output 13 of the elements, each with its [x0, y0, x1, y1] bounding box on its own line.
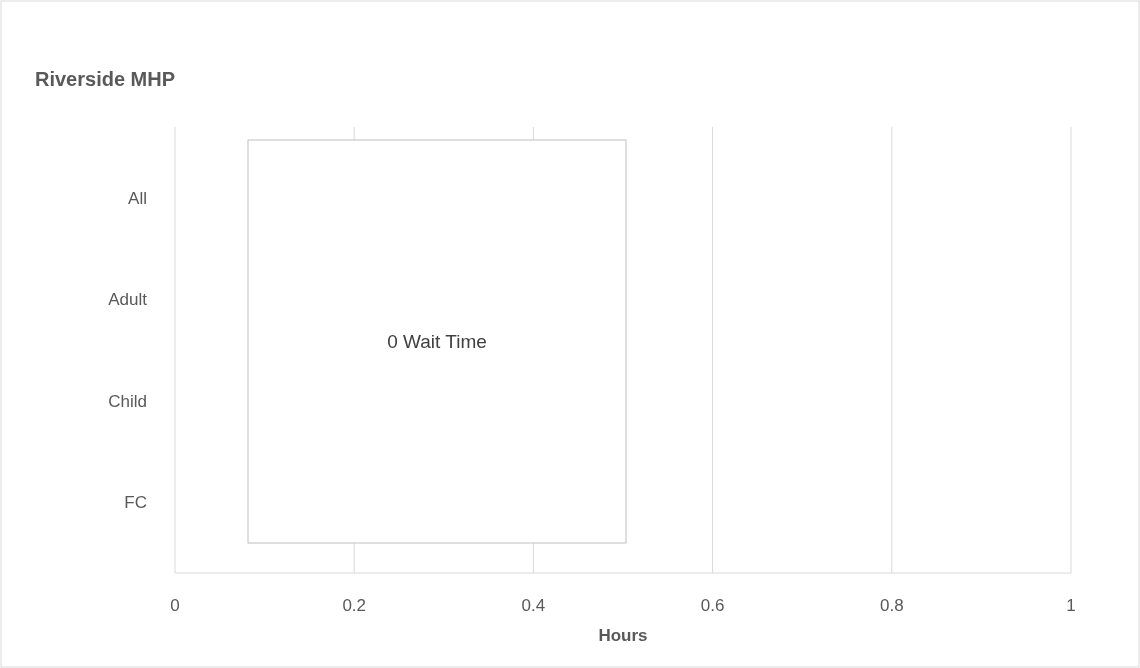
y-tick-label: Child	[108, 391, 147, 411]
x-tick-label: 1	[1066, 596, 1076, 615]
x-tick-label: 0.6	[700, 596, 725, 615]
y-tick-label: All	[128, 188, 147, 208]
x-tick-label: 0.2	[342, 596, 367, 615]
chart-title: Riverside MHP	[35, 68, 176, 90]
x-axis-title: Hours	[598, 626, 648, 645]
x-tick-label: 0.8	[879, 596, 904, 615]
annotation: 0 Wait Time	[387, 331, 487, 352]
y-tick-label: Adult	[108, 290, 148, 310]
x-tick-label: 0	[170, 596, 180, 615]
x-tick-label: 0.4	[521, 596, 546, 615]
y-tick-label: FC	[124, 493, 147, 513]
